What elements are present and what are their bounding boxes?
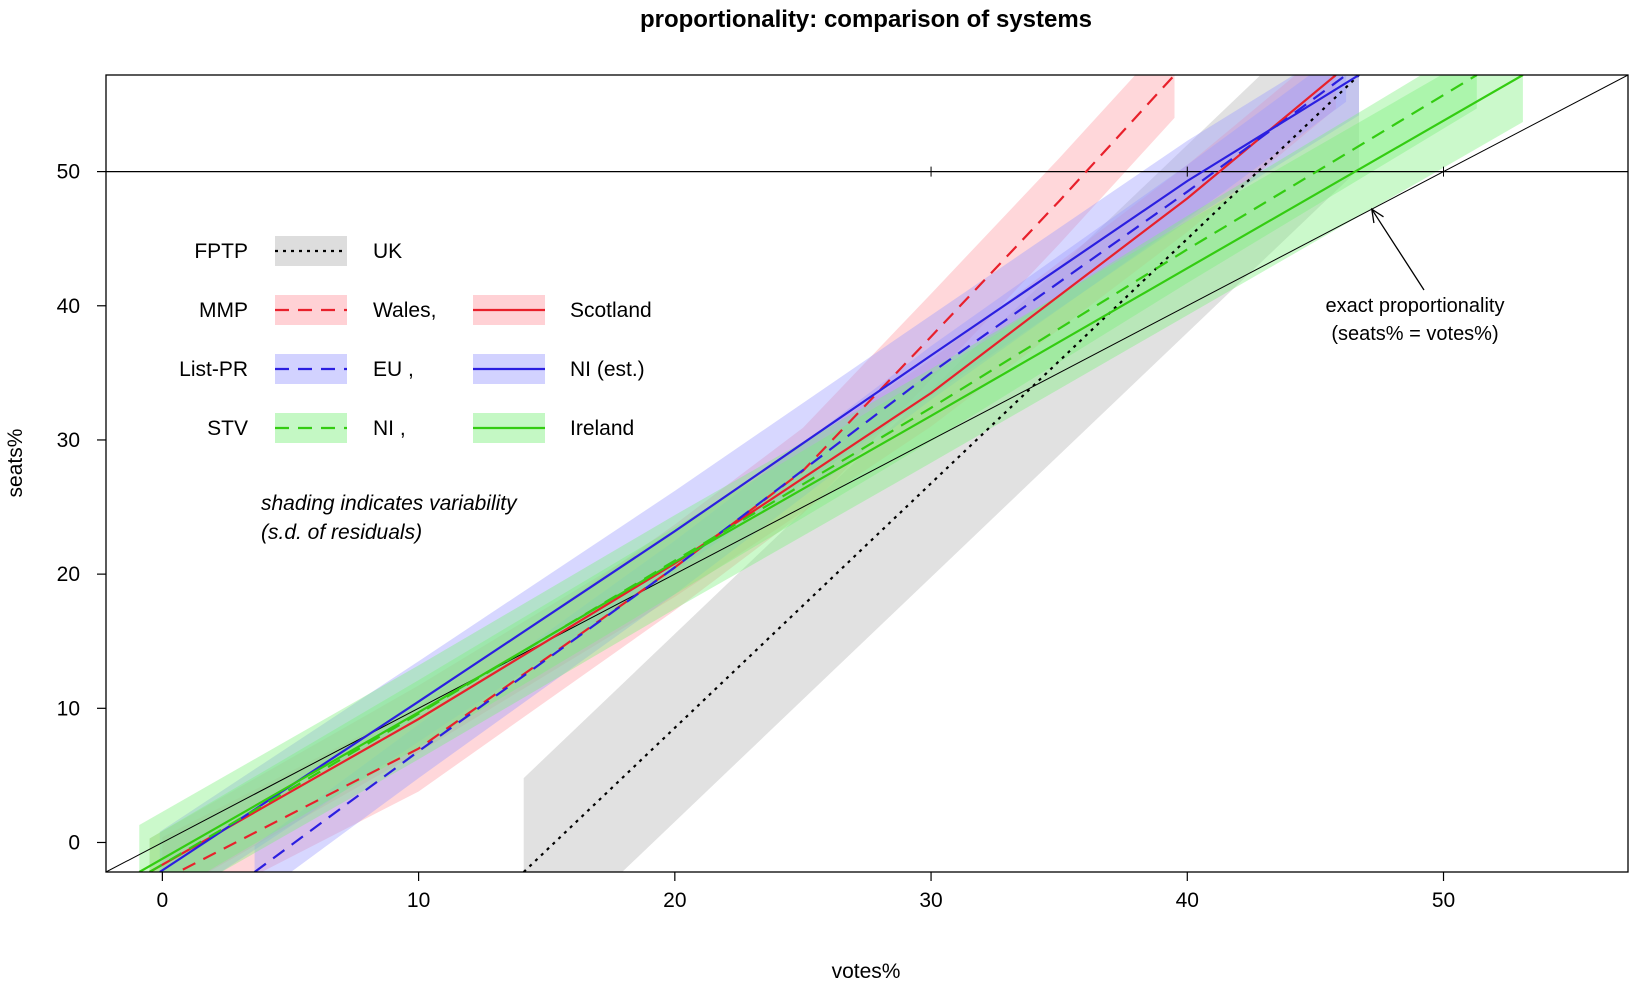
x-tick-label: 50 bbox=[1432, 889, 1455, 912]
x-axis-label: votes% bbox=[832, 960, 901, 983]
shading-note-line: (s.d. of residuals) bbox=[261, 521, 422, 544]
line-mmp-scotland bbox=[149, 75, 1337, 872]
legend-entry-label: UK bbox=[373, 240, 402, 263]
annotation-arrow bbox=[1371, 208, 1425, 291]
variability-bands bbox=[139, 75, 1523, 872]
exact-proportionality-line bbox=[106, 75, 1628, 872]
legend-entry-label: EU , bbox=[373, 358, 414, 381]
plot-frame bbox=[105, 74, 1629, 873]
band-stv-ni bbox=[149, 75, 1477, 872]
y-tick-label: 50 bbox=[57, 161, 80, 184]
legend-system-label: MMP bbox=[199, 299, 248, 322]
legend-entry-label: NI (est.) bbox=[570, 358, 645, 381]
x-tick-label: 20 bbox=[663, 889, 686, 912]
x-tick-label: 30 bbox=[919, 889, 942, 912]
y-axis-label: seats% bbox=[4, 429, 27, 498]
series-lines bbox=[106, 75, 1628, 872]
shading-note-line: shading indicates variability bbox=[261, 492, 518, 515]
legend-entry-label: Wales, bbox=[373, 299, 436, 322]
chart-title: proportionality: comparison of systems bbox=[640, 6, 1092, 33]
annotation-arrowhead bbox=[1370, 207, 1384, 224]
legend-swatch-band bbox=[275, 236, 347, 266]
legend-entry-label: Ireland bbox=[570, 417, 634, 440]
x-tick-label: 40 bbox=[1176, 889, 1199, 912]
line-list-pr-eu bbox=[253, 75, 1347, 872]
x-tick-label: 0 bbox=[157, 889, 169, 912]
legend-system-label: STV bbox=[207, 417, 248, 440]
x-tick-label: 10 bbox=[407, 889, 430, 912]
y-tick-label: 30 bbox=[57, 429, 80, 452]
legend-entry-label: NI , bbox=[373, 417, 406, 440]
shading-note: shading indicates variability (s.d. of re… bbox=[261, 492, 518, 544]
legend-system-label: List-PR bbox=[179, 358, 248, 381]
plot-border bbox=[105, 74, 1629, 873]
line-list-pr-ni-est- bbox=[159, 75, 1360, 872]
line-stv-ni bbox=[149, 75, 1478, 872]
legend: FPTP UK MMP Wales, Scotland List-PR EU , NI (es… bbox=[179, 236, 652, 443]
y-tick-label: 0 bbox=[68, 831, 80, 854]
y-tick-label: 10 bbox=[57, 697, 80, 720]
band-mmp-scotland bbox=[149, 75, 1336, 872]
band-mmp-wales bbox=[162, 75, 1175, 872]
axis-ticks: 0 10 20 30 40 50 0 10 20 30 40 50 bbox=[57, 161, 1456, 912]
legend-entry-label: Scotland bbox=[570, 299, 652, 322]
legend-system-label: FPTP bbox=[194, 240, 248, 263]
annotation-text-line: (seats% = votes%) bbox=[1331, 323, 1498, 345]
proportionality-annotation: exact proportionality (seats% = votes%) bbox=[1326, 207, 1505, 345]
annotation-text-line: exact proportionality bbox=[1326, 295, 1505, 317]
y-tick-label: 40 bbox=[57, 295, 80, 318]
y-tick-label: 20 bbox=[57, 563, 80, 586]
line-fptp-uk bbox=[522, 75, 1360, 872]
line-stv-ireland bbox=[138, 75, 1524, 872]
